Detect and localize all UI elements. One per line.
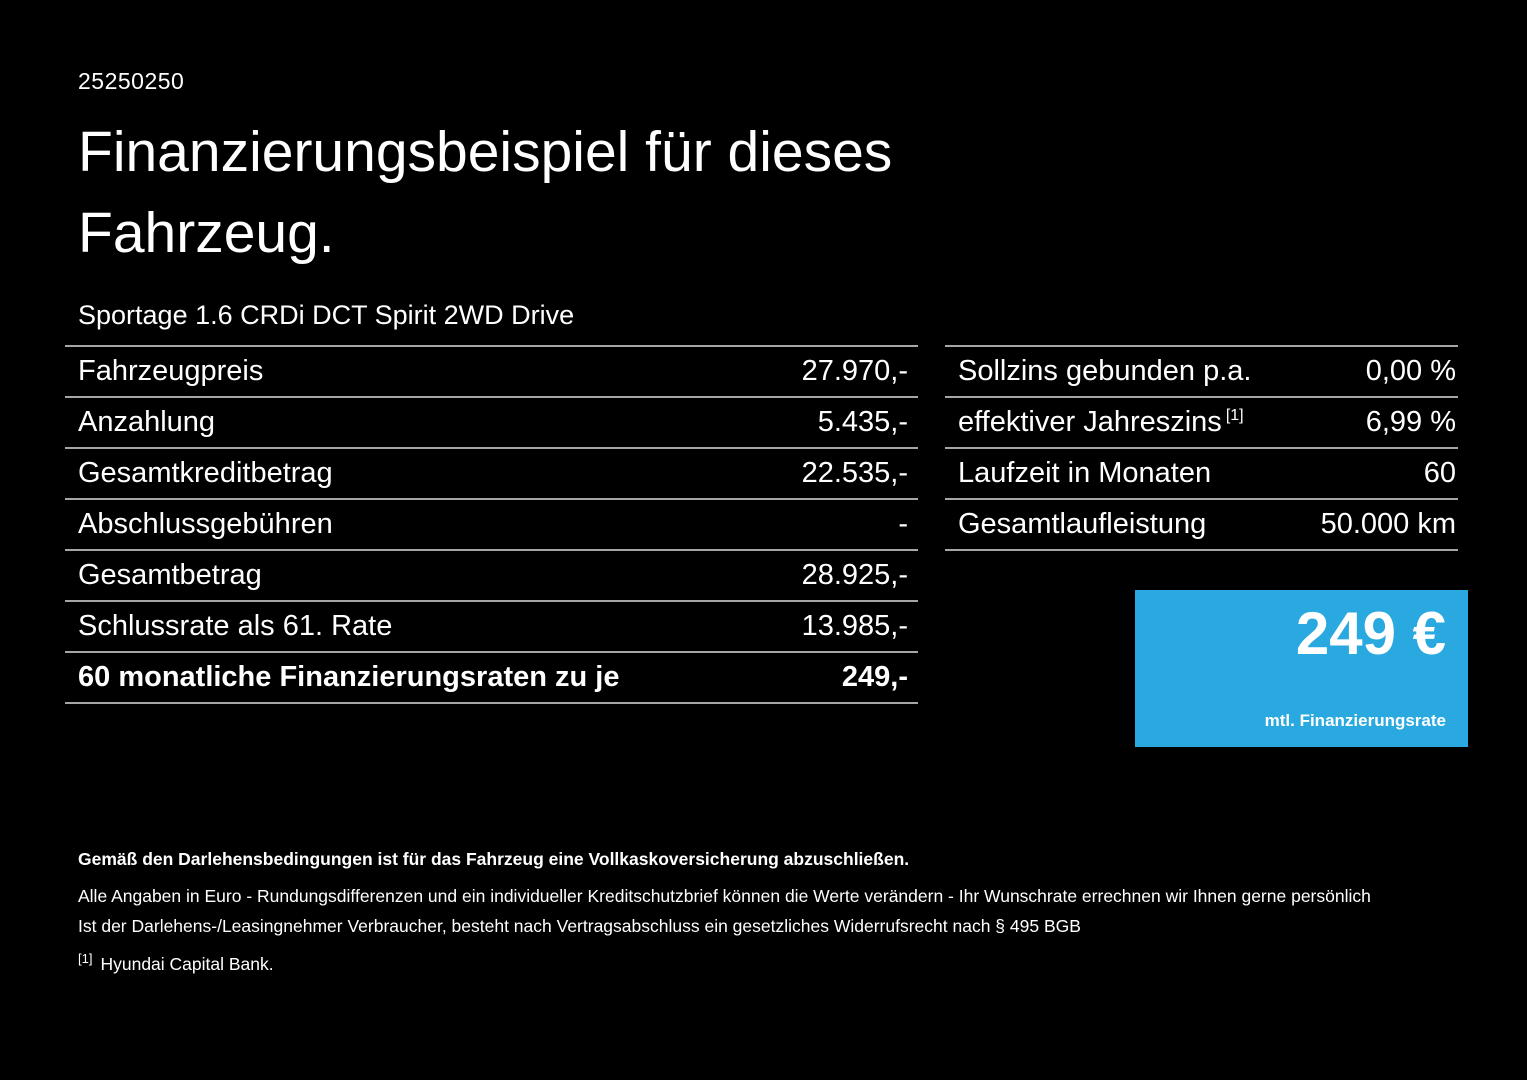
row-value: - bbox=[898, 508, 908, 540]
monthly-rate-box: 249 € mtl. Finanzierungsrate bbox=[1135, 590, 1468, 747]
row-value: 60 bbox=[1423, 457, 1456, 489]
row-gesamtlaufleistung: Gesamtlaufleistung 50.000 km bbox=[945, 498, 1458, 549]
row-gesamtbetrag: Gesamtbetrag 28.925,- bbox=[65, 549, 918, 600]
row-label: Abschlussgebühren bbox=[78, 508, 333, 540]
financing-table-right: Sollzins gebunden p.a. 0,00 % effektiver… bbox=[945, 345, 1458, 551]
financing-table-left: Fahrzeugpreis 27.970,- Anzahlung 5.435,-… bbox=[65, 345, 918, 704]
row-value: 13.985,- bbox=[801, 610, 908, 642]
row-anzahlung: Anzahlung 5.435,- bbox=[65, 396, 918, 447]
row-label: Gesamtkreditbetrag bbox=[78, 457, 333, 489]
monthly-rate-amount: 249 € bbox=[1295, 600, 1446, 667]
footnote-marker: [1] bbox=[1225, 407, 1244, 425]
row-value: 5.435,- bbox=[817, 406, 908, 438]
row-effektiver-jahreszins: effektiver Jahreszins [1] 6,99 % bbox=[945, 396, 1458, 447]
row-fahrzeugpreis: Fahrzeugpreis 27.970,- bbox=[65, 345, 918, 396]
footnote-ref-marker: [1] bbox=[78, 951, 93, 967]
vehicle-name: Sportage 1.6 CRDi DCT Spirit 2WD Drive bbox=[78, 300, 575, 330]
page-title: Finanzierungsbeispiel für dieses Fahrzeu… bbox=[78, 120, 893, 265]
offer-id: 25250250 bbox=[78, 68, 185, 94]
row-value: 6,99 % bbox=[1365, 406, 1456, 438]
row-value: 22.535,- bbox=[801, 457, 908, 489]
row-label: Gesamtlaufleistung bbox=[958, 508, 1207, 540]
row-label: Laufzeit in Monaten bbox=[958, 457, 1212, 489]
row-value: 0,00 % bbox=[1365, 355, 1456, 387]
row-label: Schlussrate als 61. Rate bbox=[78, 610, 393, 642]
row-label: Sollzins gebunden p.a. bbox=[958, 355, 1252, 387]
monthly-rate-caption: mtl. Finanzierungsrate bbox=[1264, 711, 1446, 730]
row-schlussrate: Schlussrate als 61. Rate 13.985,- bbox=[65, 600, 918, 651]
row-abschlussgebuehren: Abschlussgebühren - bbox=[65, 498, 918, 549]
footnotes: Gemäß den Darlehensbedingungen ist für d… bbox=[78, 848, 1458, 976]
row-label: Gesamtbetrag bbox=[78, 559, 262, 591]
row-laufzeit: Laufzeit in Monaten 60 bbox=[945, 447, 1458, 498]
row-value: 249,- bbox=[841, 661, 908, 693]
row-label: 60 monatliche Finanzierungsraten zu je bbox=[78, 661, 620, 693]
disclaimer-note-2: Ist der Darlehens-/Leasingnehmer Verbrau… bbox=[78, 915, 1081, 936]
footnote-ref-text: Hyundai Capital Bank. bbox=[100, 954, 274, 975]
row-monatliche-raten: 60 monatliche Finanzierungsraten zu je 2… bbox=[65, 651, 918, 702]
row-value: 27.970,- bbox=[801, 355, 908, 387]
row-label: effektiver Jahreszins bbox=[958, 406, 1222, 438]
row-label: Fahrzeugpreis bbox=[78, 355, 264, 387]
row-gesamtkreditbetrag: Gesamtkreditbetrag 22.535,- bbox=[65, 447, 918, 498]
footnote-reference: [1] Hyundai Capital Bank. bbox=[78, 951, 1458, 976]
row-label: Anzahlung bbox=[78, 406, 216, 438]
row-sollzins: Sollzins gebunden p.a. 0,00 % bbox=[945, 345, 1458, 396]
insurance-note: Gemäß den Darlehensbedingungen ist für d… bbox=[78, 849, 910, 869]
row-value: 50.000 km bbox=[1320, 508, 1456, 540]
disclaimer-note-1: Alle Angaben in Euro - Rundungsdifferenz… bbox=[78, 885, 1371, 906]
row-value: 28.925,- bbox=[801, 559, 908, 591]
